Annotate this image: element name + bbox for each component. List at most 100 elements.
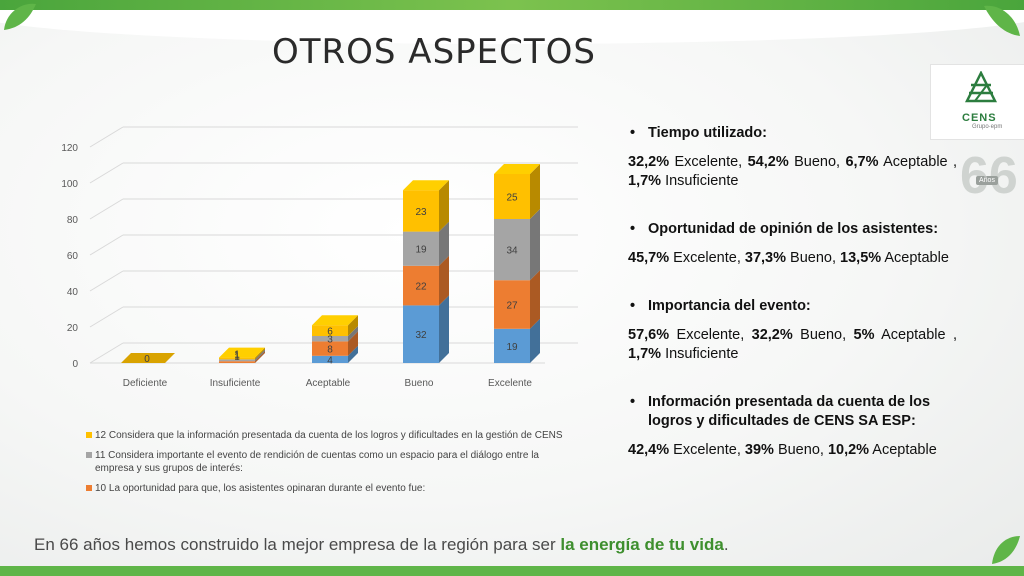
page-title: OTROS ASPECTOS [272, 32, 596, 72]
panel-body: 45,7% Excelente, 37,3% Bueno, 13,5% Acep… [628, 249, 957, 268]
data-label: 1 [234, 352, 240, 363]
panel-percentage: 39% [744, 442, 774, 458]
panel-percentage: 45,7% [628, 250, 670, 266]
bar-segment-front [312, 336, 348, 342]
panel-text: Aceptable , [878, 154, 958, 170]
panel-heading: Oportunidad de opinión de los asistentes… [628, 220, 957, 239]
legend-swatch [86, 452, 92, 458]
x-category-label: Aceptable [306, 378, 351, 389]
y-tick-label: 120 [61, 143, 78, 154]
bar-segment-side [348, 326, 358, 342]
bar-segment-side [439, 255, 449, 306]
legend-label: 11 Considera importante el evento de ren… [95, 450, 539, 474]
panel-percentage: 54,2% [747, 154, 789, 170]
panel-percentage: 1,7% [628, 346, 662, 362]
bar-segment-front [219, 361, 255, 363]
bar-segment-side [348, 345, 358, 363]
bottom-green-band [0, 566, 1024, 576]
grid-diagonal [89, 162, 124, 184]
bar-segment-side [530, 270, 540, 329]
y-tick-label: 40 [67, 287, 79, 298]
panel-percentage: 13,5% [840, 250, 882, 266]
anniversary-label: Años [976, 176, 998, 185]
panel-percentage: 10,2% [827, 442, 870, 458]
bar-segment-side [255, 351, 265, 363]
bar-top-face [121, 353, 175, 363]
y-tick-label: 0 [72, 359, 78, 370]
legend-swatch [86, 485, 92, 491]
leaf-decoration-top-right [984, 5, 1020, 36]
bar-segment-side [255, 347, 265, 360]
panel-text: Excelente, [669, 250, 745, 266]
bar-segment-side [530, 318, 540, 363]
data-label: 1 [234, 351, 240, 362]
panel-body: 42,4% Excelente, 39% Bueno, 10,2% Acepta… [628, 441, 957, 460]
panel-text: Insuficiente [661, 173, 739, 189]
footer-slogan: En 66 años hemos construido la mejor emp… [34, 535, 729, 555]
chart-legend: 12 Considera que la información presenta… [86, 429, 566, 502]
grid-diagonal [89, 306, 124, 328]
bar-segment-side [530, 164, 540, 219]
data-label: 22 [415, 282, 427, 293]
y-tick-label: 80 [67, 215, 79, 226]
grid-diagonal [89, 198, 124, 220]
bar-segment-front [494, 328, 530, 363]
panel-text: Excelente, [669, 154, 748, 170]
grid-diagonal [89, 270, 124, 292]
panel-text: Aceptable [881, 250, 949, 266]
bar-segment-front [403, 190, 439, 232]
x-category-label: Bueno [405, 378, 434, 389]
data-label: 32 [415, 330, 427, 341]
data-label: 34 [506, 246, 518, 257]
bar-segment-front [312, 355, 348, 363]
legend-item: 10 La oportunidad para que, los asistent… [86, 482, 566, 495]
panel-text: Aceptable , [874, 327, 958, 343]
data-label: 4 [327, 355, 333, 366]
panel-text: Excelente, [669, 327, 752, 343]
bar-segment-side [439, 295, 449, 363]
panel-percentage: 5% [853, 327, 875, 343]
data-label: 25 [506, 193, 518, 204]
bar-segment-front [494, 219, 530, 281]
panel-text: Insuficiente [661, 346, 739, 362]
panel-heading: Tiempo utilizado: [628, 124, 957, 143]
data-label: 3 [327, 335, 333, 346]
bar-segment-side [348, 315, 358, 336]
footer-text: En 66 años hemos construido la mejor emp… [34, 535, 561, 554]
bar-top-face [219, 347, 265, 358]
leaf-decoration-bottom-right [992, 536, 1020, 564]
grid-diagonal [89, 234, 124, 256]
summary-panel: Tiempo utilizado: 32,2% Excelente, 54,2% … [628, 124, 957, 489]
data-label: 0 [144, 354, 150, 365]
bar-segment-front [403, 305, 439, 363]
bar-segment-front [219, 359, 255, 362]
data-label: 6 [327, 327, 333, 338]
panel-percentage: 6,7% [845, 154, 879, 170]
panel-percentage: 32,2% [751, 327, 793, 343]
bar-segment-side [530, 209, 540, 281]
x-category-label: Deficiente [123, 378, 168, 389]
cens-logo [930, 64, 1024, 140]
panel-text: Bueno, [788, 154, 846, 170]
panel-percentage: 32,2% [628, 154, 670, 170]
panel-text: Bueno, [786, 250, 841, 266]
footer-end: . [723, 535, 729, 554]
grid-diagonal [89, 342, 124, 364]
bar-segment-side [255, 349, 265, 362]
panel-text: Excelente, [669, 442, 745, 458]
legend-label: 12 Considera que la información presenta… [95, 430, 563, 441]
panel-text: Bueno, [773, 442, 828, 458]
x-category-label: Insuficiente [210, 378, 261, 389]
panel-body: 57,6% Excelente, 32,2% Bueno, 5% Aceptab… [628, 326, 957, 364]
panel-percentage: 42,4% [628, 442, 670, 458]
data-label: 19 [506, 342, 518, 353]
bar-top-face [312, 315, 358, 326]
data-label: 1 [234, 349, 240, 360]
x-category-label: Excelente [488, 378, 532, 389]
panel-text: Bueno, [792, 327, 854, 343]
data-label: 8 [327, 345, 333, 356]
bar-top-face [494, 164, 540, 174]
bar-segment-front [403, 231, 439, 266]
bar-segment-side [439, 221, 449, 266]
legend-item: 11 Considera importante el evento de ren… [86, 449, 566, 475]
